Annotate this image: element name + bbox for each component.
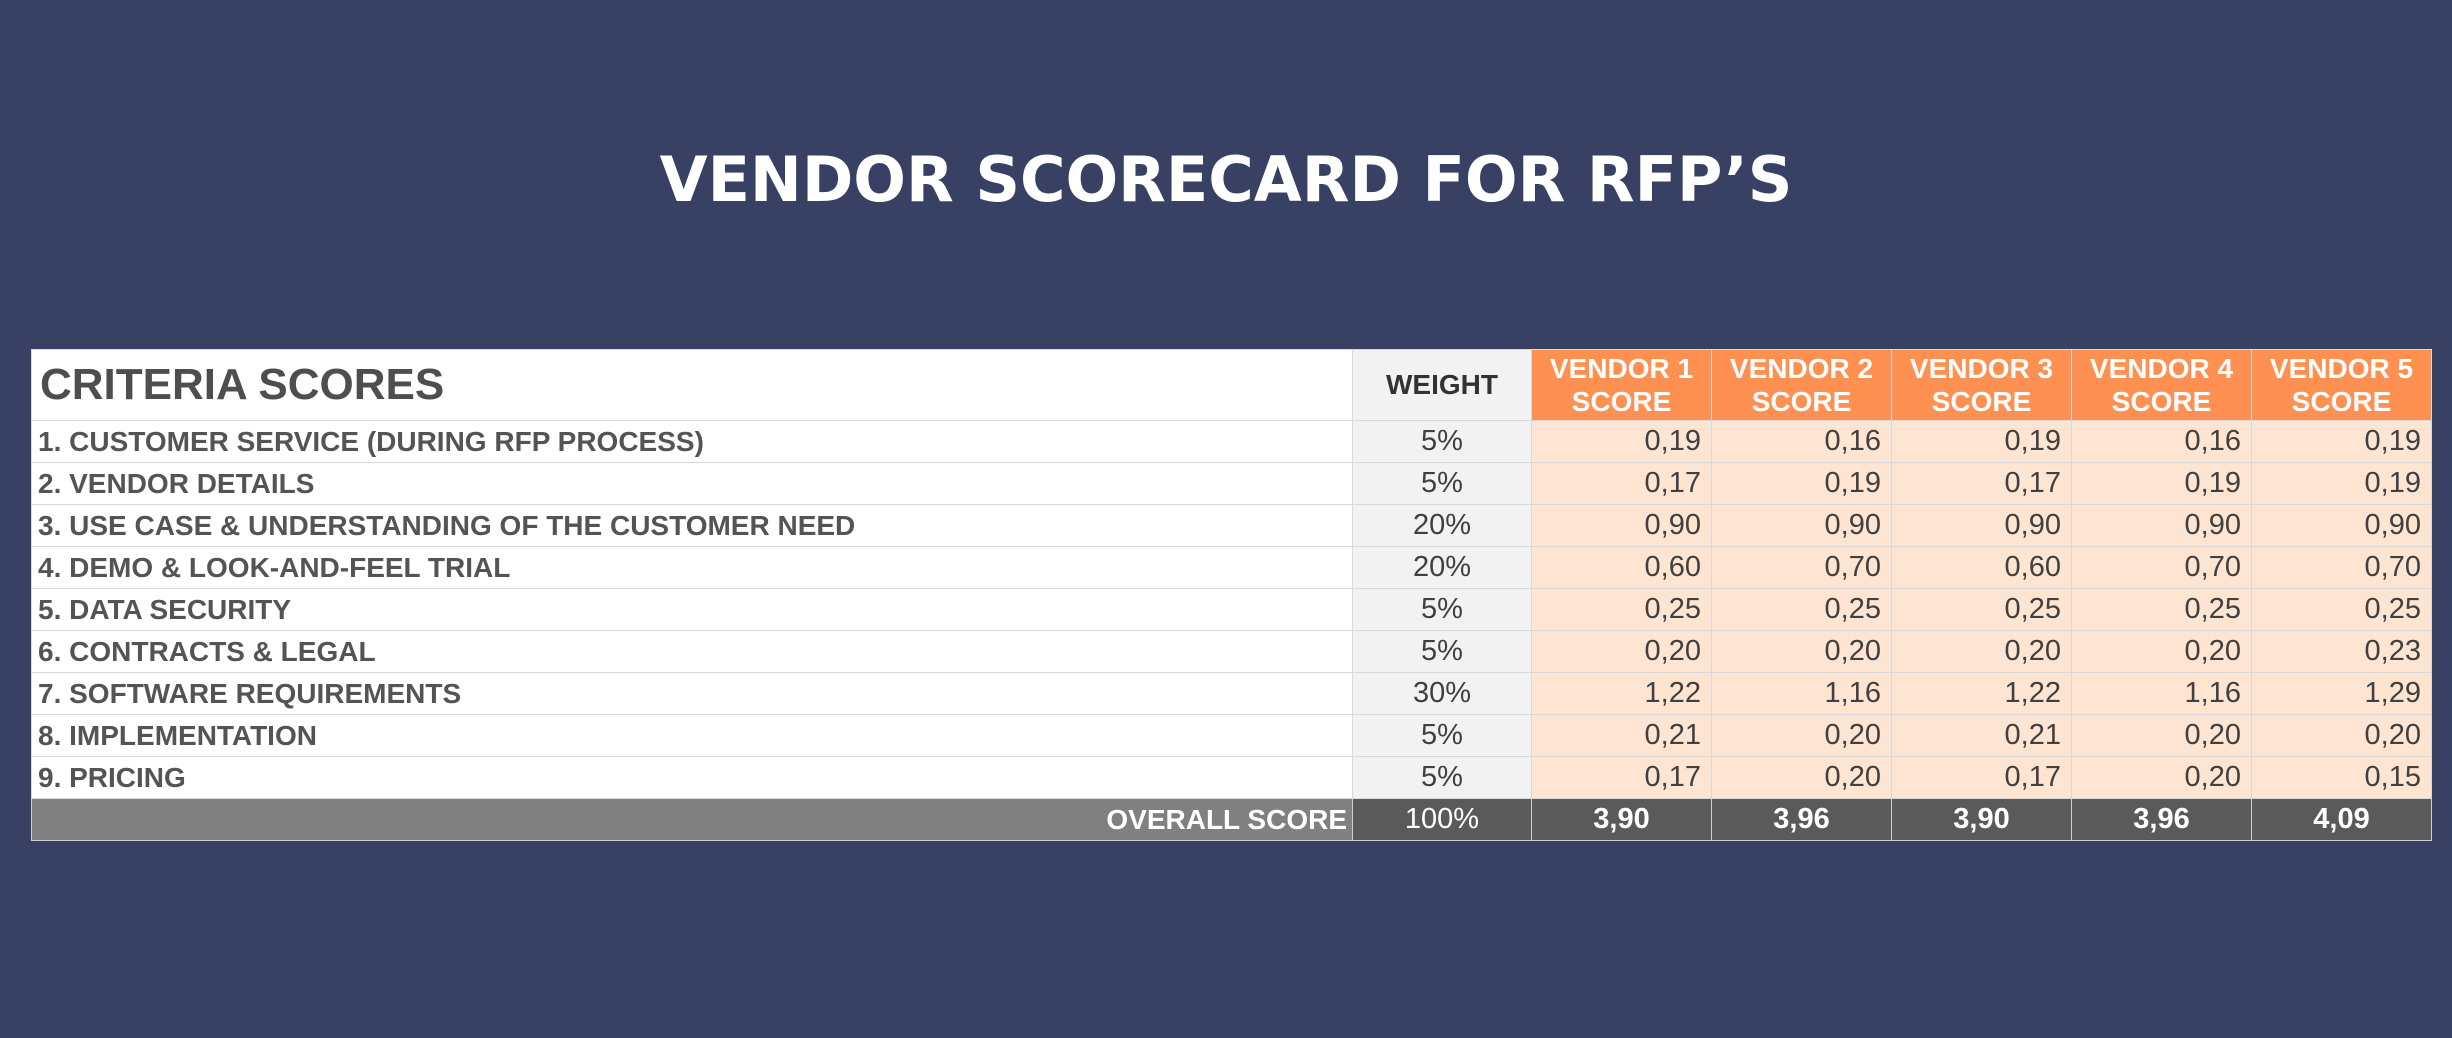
overall-score-row: OVERALL SCORE 100% 3,90 3,96 3,90 3,96 4… (31, 798, 2432, 841)
weight-cell: 5% (1352, 588, 1532, 631)
score-cell: 0,21 (1891, 714, 2072, 757)
vendor-header: VENDOR 4 SCORE (2071, 349, 2252, 421)
score-cell: 1,16 (2071, 672, 2252, 715)
score-cell: 0,17 (1531, 462, 1712, 505)
criteria-header: CRITERIA SCORES (31, 349, 1353, 421)
score-cell: 0,90 (2071, 504, 2252, 547)
criterion-label: 6. CONTRACTS & LEGAL (31, 630, 1353, 673)
score-cell: 0,16 (2071, 420, 2252, 463)
score-cell: 1,22 (1891, 672, 2072, 715)
score-cell: 0,17 (1531, 756, 1712, 799)
score-cell: 1,29 (2251, 672, 2432, 715)
table-row: 2. VENDOR DETAILS 5% 0,17 0,19 0,17 0,19 0,19 (31, 462, 2432, 505)
vendor-header: VENDOR 1 SCORE (1531, 349, 1712, 421)
score-cell: 0,25 (1531, 588, 1712, 631)
score-cell: 0,70 (2251, 546, 2432, 589)
score-cell: 0,20 (2071, 714, 2252, 757)
overall-score-cell: 3,96 (1711, 798, 1892, 841)
score-cell: 0,20 (1711, 630, 1892, 673)
criterion-label: 2. VENDOR DETAILS (31, 462, 1353, 505)
score-cell: 0,20 (1711, 756, 1892, 799)
weight-cell: 5% (1352, 462, 1532, 505)
overall-score-label: OVERALL SCORE (31, 798, 1353, 841)
score-cell: 0,20 (2071, 756, 2252, 799)
overall-score-cell: 3,96 (2071, 798, 2252, 841)
weight-cell: 30% (1352, 672, 1532, 715)
score-cell: 0,20 (2071, 630, 2252, 673)
table-header-row: CRITERIA SCORES WEIGHT VENDOR 1 SCORE VEN… (31, 349, 2432, 421)
scorecard-table: CRITERIA SCORES WEIGHT VENDOR 1 SCORE VEN… (31, 349, 2432, 841)
weight-header: WEIGHT (1352, 349, 1532, 421)
score-cell: 0,15 (2251, 756, 2432, 799)
vendor-header: VENDOR 3 SCORE (1891, 349, 2072, 421)
weight-cell: 5% (1352, 630, 1532, 673)
criterion-label: 5. DATA SECURITY (31, 588, 1353, 631)
criterion-label: 3. USE CASE & UNDERSTANDING OF THE CUSTO… (31, 504, 1353, 547)
overall-weight: 100% (1352, 798, 1532, 841)
score-cell: 0,90 (1531, 504, 1712, 547)
table-row: 3. USE CASE & UNDERSTANDING OF THE CUSTO… (31, 504, 2432, 547)
weight-cell: 5% (1352, 756, 1532, 799)
table-row: 8. IMPLEMENTATION 5% 0,21 0,20 0,21 0,20 0,20 (31, 714, 2432, 757)
overall-score-cell: 4,09 (2251, 798, 2432, 841)
score-cell: 1,16 (1711, 672, 1892, 715)
score-cell: 0,25 (2071, 588, 2252, 631)
criterion-label: 9. PRICING (31, 756, 1353, 799)
criteria-rows: 1. CUSTOMER SERVICE (DURING RFP PROCESS)… (31, 420, 2432, 799)
score-cell: 0,17 (1891, 462, 2072, 505)
score-cell: 0,70 (1711, 546, 1892, 589)
overall-score-cell: 3,90 (1891, 798, 2072, 841)
table-row: 7. SOFTWARE REQUIREMENTS 30% 1,22 1,16 1,22 1… (31, 672, 2432, 715)
criterion-label: 1. CUSTOMER SERVICE (DURING RFP PROCESS) (31, 420, 1353, 463)
score-cell: 0,20 (1531, 630, 1712, 673)
table-row: 5. DATA SECURITY 5% 0,25 0,25 0,25 0,25 0,25 (31, 588, 2432, 631)
score-cell: 0,60 (1531, 546, 1712, 589)
score-cell: 0,90 (2251, 504, 2432, 547)
score-cell: 0,19 (2251, 462, 2432, 505)
score-cell: 0,20 (1891, 630, 2072, 673)
score-cell: 0,19 (1531, 420, 1712, 463)
score-cell: 0,19 (2251, 420, 2432, 463)
table-row: 6. CONTRACTS & LEGAL 5% 0,20 0,20 0,20 0,20 0,… (31, 630, 2432, 673)
weight-cell: 5% (1352, 714, 1532, 757)
score-cell: 0,16 (1711, 420, 1892, 463)
score-cell: 0,70 (2071, 546, 2252, 589)
weight-cell: 20% (1352, 546, 1532, 589)
weight-cell: 20% (1352, 504, 1532, 547)
weight-cell: 5% (1352, 420, 1532, 463)
score-cell: 0,19 (1891, 420, 2072, 463)
criterion-label: 8. IMPLEMENTATION (31, 714, 1353, 757)
criterion-label: 4. DEMO & LOOK-AND-FEEL TRIAL (31, 546, 1353, 589)
score-cell: 0,21 (1531, 714, 1712, 757)
table-row: 9. PRICING 5% 0,17 0,20 0,17 0,20 0,15 (31, 756, 2432, 799)
score-cell: 0,17 (1891, 756, 2072, 799)
table-row: 4. DEMO & LOOK-AND-FEEL TRIAL 20% 0,60 0,70… (31, 546, 2432, 589)
score-cell: 0,19 (2071, 462, 2252, 505)
score-cell: 0,23 (2251, 630, 2432, 673)
overall-score-cell: 3,90 (1531, 798, 1712, 841)
table-row: 1. CUSTOMER SERVICE (DURING RFP PROCESS)… (31, 420, 2432, 463)
score-cell: 0,25 (1711, 588, 1892, 631)
criterion-label: 7. SOFTWARE REQUIREMENTS (31, 672, 1353, 715)
score-cell: 0,19 (1711, 462, 1892, 505)
page-title: VENDOR SCORECARD FOR RFP’S (659, 143, 1793, 216)
score-cell: 0,20 (2251, 714, 2432, 757)
score-cell: 0,90 (1891, 504, 2072, 547)
score-cell: 0,25 (2251, 588, 2432, 631)
score-cell: 0,20 (1711, 714, 1892, 757)
vendor-header: VENDOR 2 SCORE (1711, 349, 1892, 421)
score-cell: 1,22 (1531, 672, 1712, 715)
score-cell: 0,60 (1891, 546, 2072, 589)
score-cell: 0,90 (1711, 504, 1892, 547)
score-cell: 0,25 (1891, 588, 2072, 631)
vendor-header: VENDOR 5 SCORE (2251, 349, 2432, 421)
